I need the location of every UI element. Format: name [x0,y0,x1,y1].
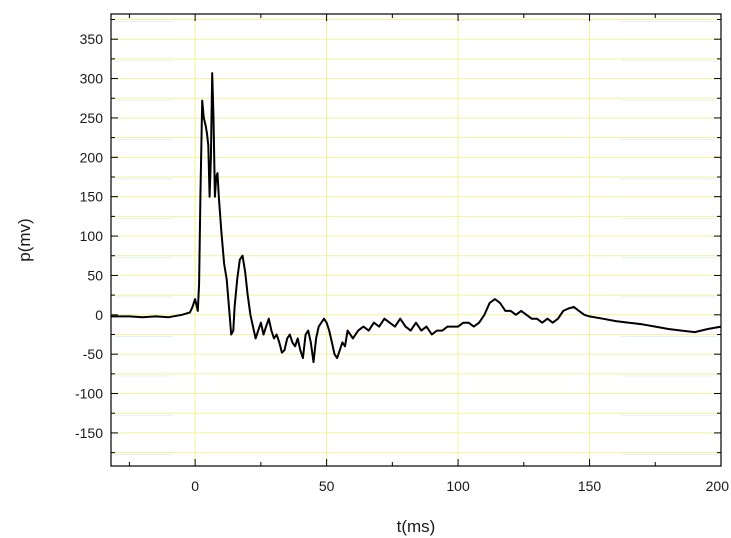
x-tick-label: 150 [578,478,602,494]
y-tick-label: 300 [80,71,104,87]
y-tick-label: -150 [75,425,103,441]
grid-layer [111,14,721,466]
y-tick-label: -100 [75,386,103,402]
plot-frame [110,13,722,467]
tick-labels-layer: -150 -100 -50 0 50 100 150 200 250 300 350 0 50 100 15… [75,31,729,494]
y-tick-label: 150 [80,189,104,205]
y-tick-label: 250 [80,110,104,126]
y-tick-label: 0 [95,307,103,323]
y-tick-label: 50 [87,267,103,283]
y-tick-label: -50 [83,346,103,362]
ticks-layer [111,14,722,466]
y-tick-label: 100 [80,228,104,244]
y-axis-title: p(mv) [15,218,34,261]
series-line [111,72,722,364]
y-tick-label: 350 [80,31,104,47]
x-tick-label: 100 [446,478,470,494]
x-tick-label: 0 [191,478,199,494]
y-tick-label: 200 [80,149,104,165]
x-tick-label: 200 [706,478,730,494]
x-axis-title: t(ms) [397,517,436,536]
x-tick-label: 50 [319,478,335,494]
